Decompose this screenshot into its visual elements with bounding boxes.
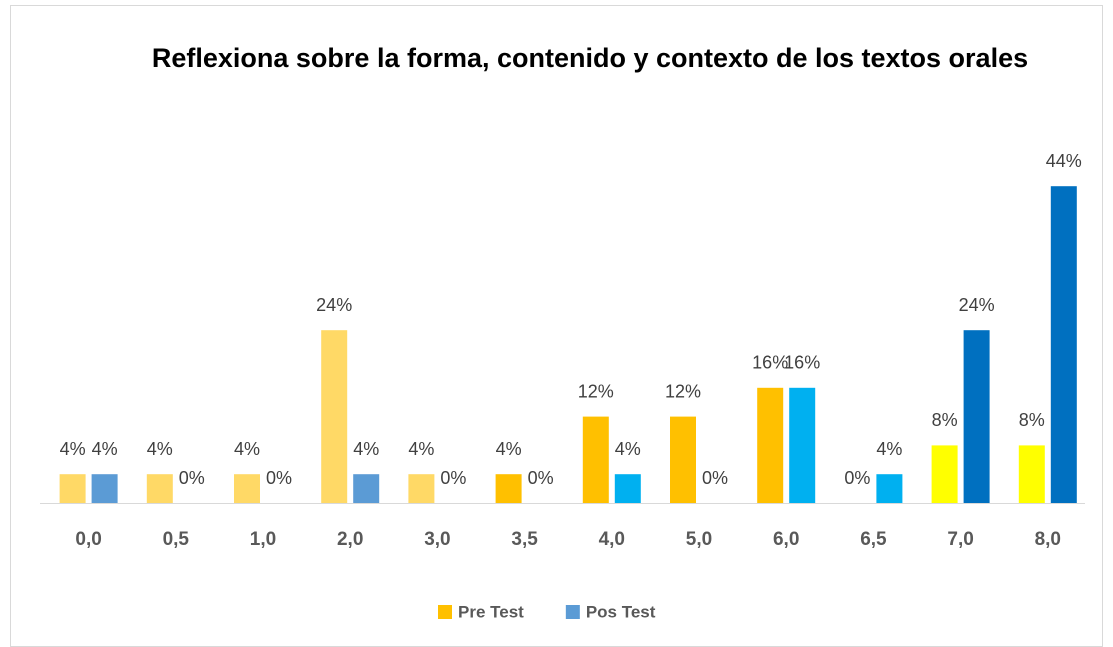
- bar: [91, 474, 118, 503]
- bar: [321, 330, 348, 503]
- value-label: 4%: [353, 439, 379, 459]
- bar: [59, 474, 86, 503]
- value-label: 12%: [578, 381, 614, 401]
- x-tick-label: 3,5: [511, 529, 538, 550]
- bar: [582, 416, 609, 503]
- x-tick-label: 0,5: [163, 529, 190, 550]
- value-label: 0%: [702, 468, 728, 488]
- bar: [963, 330, 990, 503]
- x-tick-label: 3,0: [424, 529, 450, 550]
- value-label: 4%: [92, 439, 118, 459]
- bar: [789, 387, 816, 503]
- value-label: 12%: [665, 381, 701, 401]
- bar: [234, 474, 260, 503]
- value-label: 4%: [60, 439, 86, 459]
- bar: [495, 474, 522, 503]
- bar: [670, 416, 696, 503]
- bar: [931, 445, 958, 503]
- value-label: 0%: [440, 468, 466, 488]
- legend-label: Pos Test: [586, 602, 656, 621]
- value-label: 8%: [932, 410, 958, 430]
- bar: [353, 474, 380, 503]
- legend-swatch: [438, 605, 452, 619]
- value-label: 24%: [316, 295, 352, 315]
- bar: [876, 474, 903, 503]
- bar: [614, 474, 641, 503]
- value-label: 0%: [179, 468, 205, 488]
- value-label: 44%: [1046, 151, 1082, 171]
- legend-label: Pre Test: [458, 602, 524, 621]
- x-tick-label: 1,0: [250, 529, 276, 550]
- value-label: 16%: [752, 353, 788, 373]
- value-label: 0%: [844, 468, 870, 488]
- x-tick-label: 7,0: [947, 529, 973, 550]
- x-tick-label: 2,0: [337, 529, 363, 550]
- x-tick-label: 8,0: [1035, 529, 1061, 550]
- value-label: 4%: [615, 439, 641, 459]
- value-label: 4%: [234, 439, 260, 459]
- value-label: 4%: [147, 439, 173, 459]
- value-label: 16%: [784, 353, 820, 373]
- value-label: 4%: [408, 439, 434, 459]
- value-label: 8%: [1019, 410, 1045, 430]
- x-tick-label: 5,0: [686, 529, 712, 550]
- x-tick-label: 6,5: [860, 529, 887, 550]
- x-tick-label: 6,0: [773, 529, 799, 550]
- value-label: 24%: [959, 295, 995, 315]
- bar: [1018, 445, 1045, 503]
- bar: [757, 387, 784, 503]
- legend-swatch: [565, 605, 580, 619]
- value-label: 4%: [496, 439, 522, 459]
- x-tick-label: 4,0: [599, 529, 625, 550]
- chart-frame: [10, 5, 1103, 647]
- bar: [408, 474, 435, 503]
- x-tick-label: 0,0: [75, 529, 101, 550]
- value-label: 4%: [876, 439, 902, 459]
- value-label: 0%: [528, 468, 554, 488]
- value-label: 0%: [266, 468, 292, 488]
- bar: [146, 474, 173, 503]
- bar: [1050, 186, 1077, 503]
- chart-title: Reflexiona sobre la forma, contenido y c…: [151, 43, 1029, 73]
